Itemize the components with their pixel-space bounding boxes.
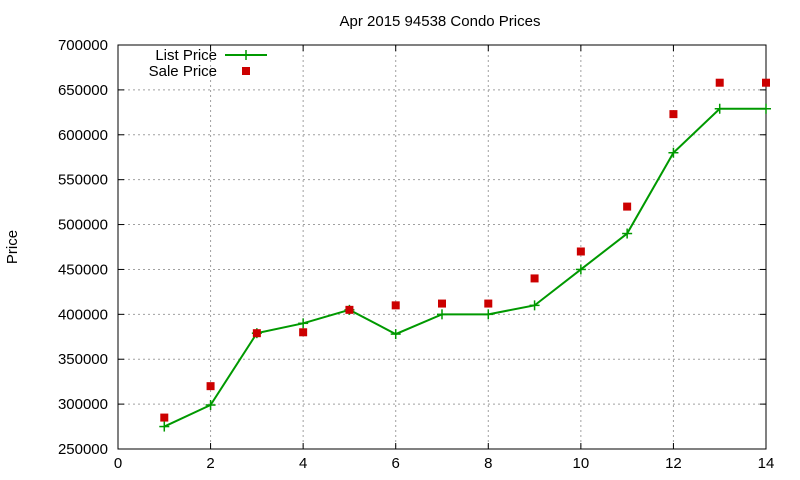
sale-price-point — [252, 329, 261, 338]
sale-price-point — [530, 274, 539, 283]
sale-price-point — [160, 413, 169, 422]
list-price-line — [163, 107, 766, 428]
legend-plus-swatch — [241, 50, 251, 60]
sale-price-point — [299, 328, 308, 337]
series-layer — [159, 78, 771, 432]
list-price-point — [529, 300, 540, 311]
list-price-point — [622, 228, 633, 239]
sale-price-point — [206, 382, 215, 391]
legend-square-swatch — [242, 67, 250, 75]
x-tick-label: 4 — [299, 455, 307, 472]
sale-price-point — [438, 299, 446, 308]
list-price-point — [298, 318, 309, 329]
legend-label: Sale Price — [149, 63, 217, 80]
x-tick-label: 6 — [392, 455, 400, 472]
sale-price-point — [623, 202, 632, 211]
list-price-point — [483, 309, 494, 320]
y-tick-label: 350000 — [58, 351, 108, 368]
x-tick-label: 2 — [206, 455, 214, 472]
grid-lines — [118, 45, 766, 449]
y-tick-label: 700000 — [58, 37, 108, 54]
list-price-point — [159, 421, 170, 432]
legend-label: List Price — [155, 47, 217, 64]
sale-price-point — [669, 110, 678, 119]
list-price-point — [761, 103, 771, 114]
x-tick-label: 12 — [665, 455, 682, 472]
x-tick-label: 0 — [114, 455, 122, 472]
list-price-point — [714, 103, 725, 114]
sale-price-point — [762, 78, 770, 87]
y-tick-label: 250000 — [58, 441, 108, 458]
list-price-point — [390, 329, 401, 340]
x-tick-label: 14 — [758, 455, 775, 472]
y-tick-label: 450000 — [58, 261, 108, 278]
y-tick-label: 400000 — [58, 306, 108, 323]
sale-price-point — [484, 299, 493, 308]
y-tick-label: 550000 — [58, 172, 108, 189]
chart-title: Apr 2015 94538 Condo Prices — [340, 13, 541, 30]
plot-frame — [117, 44, 767, 450]
axis-ticks: 0 2 4 6 8 10 12 14 250000 300000 350000 400000 45000… — [58, 37, 774, 472]
sale-price-point — [345, 305, 354, 314]
list-price-point — [668, 147, 679, 158]
sale-price-point — [715, 78, 724, 87]
sale-price-point — [391, 301, 400, 310]
y-axis-label: Price — [4, 230, 21, 264]
sale-price-point — [576, 247, 585, 256]
y-tick-label: 600000 — [58, 127, 108, 144]
y-tick-label: 500000 — [58, 217, 108, 234]
x-tick-label: 10 — [573, 455, 590, 472]
x-tick-label: 8 — [484, 455, 492, 472]
list-price-point — [575, 264, 586, 275]
y-tick-label: 300000 — [58, 396, 108, 413]
list-price-point — [205, 400, 216, 411]
list-price-point — [437, 309, 447, 320]
y-tick-label: 650000 — [58, 82, 108, 99]
